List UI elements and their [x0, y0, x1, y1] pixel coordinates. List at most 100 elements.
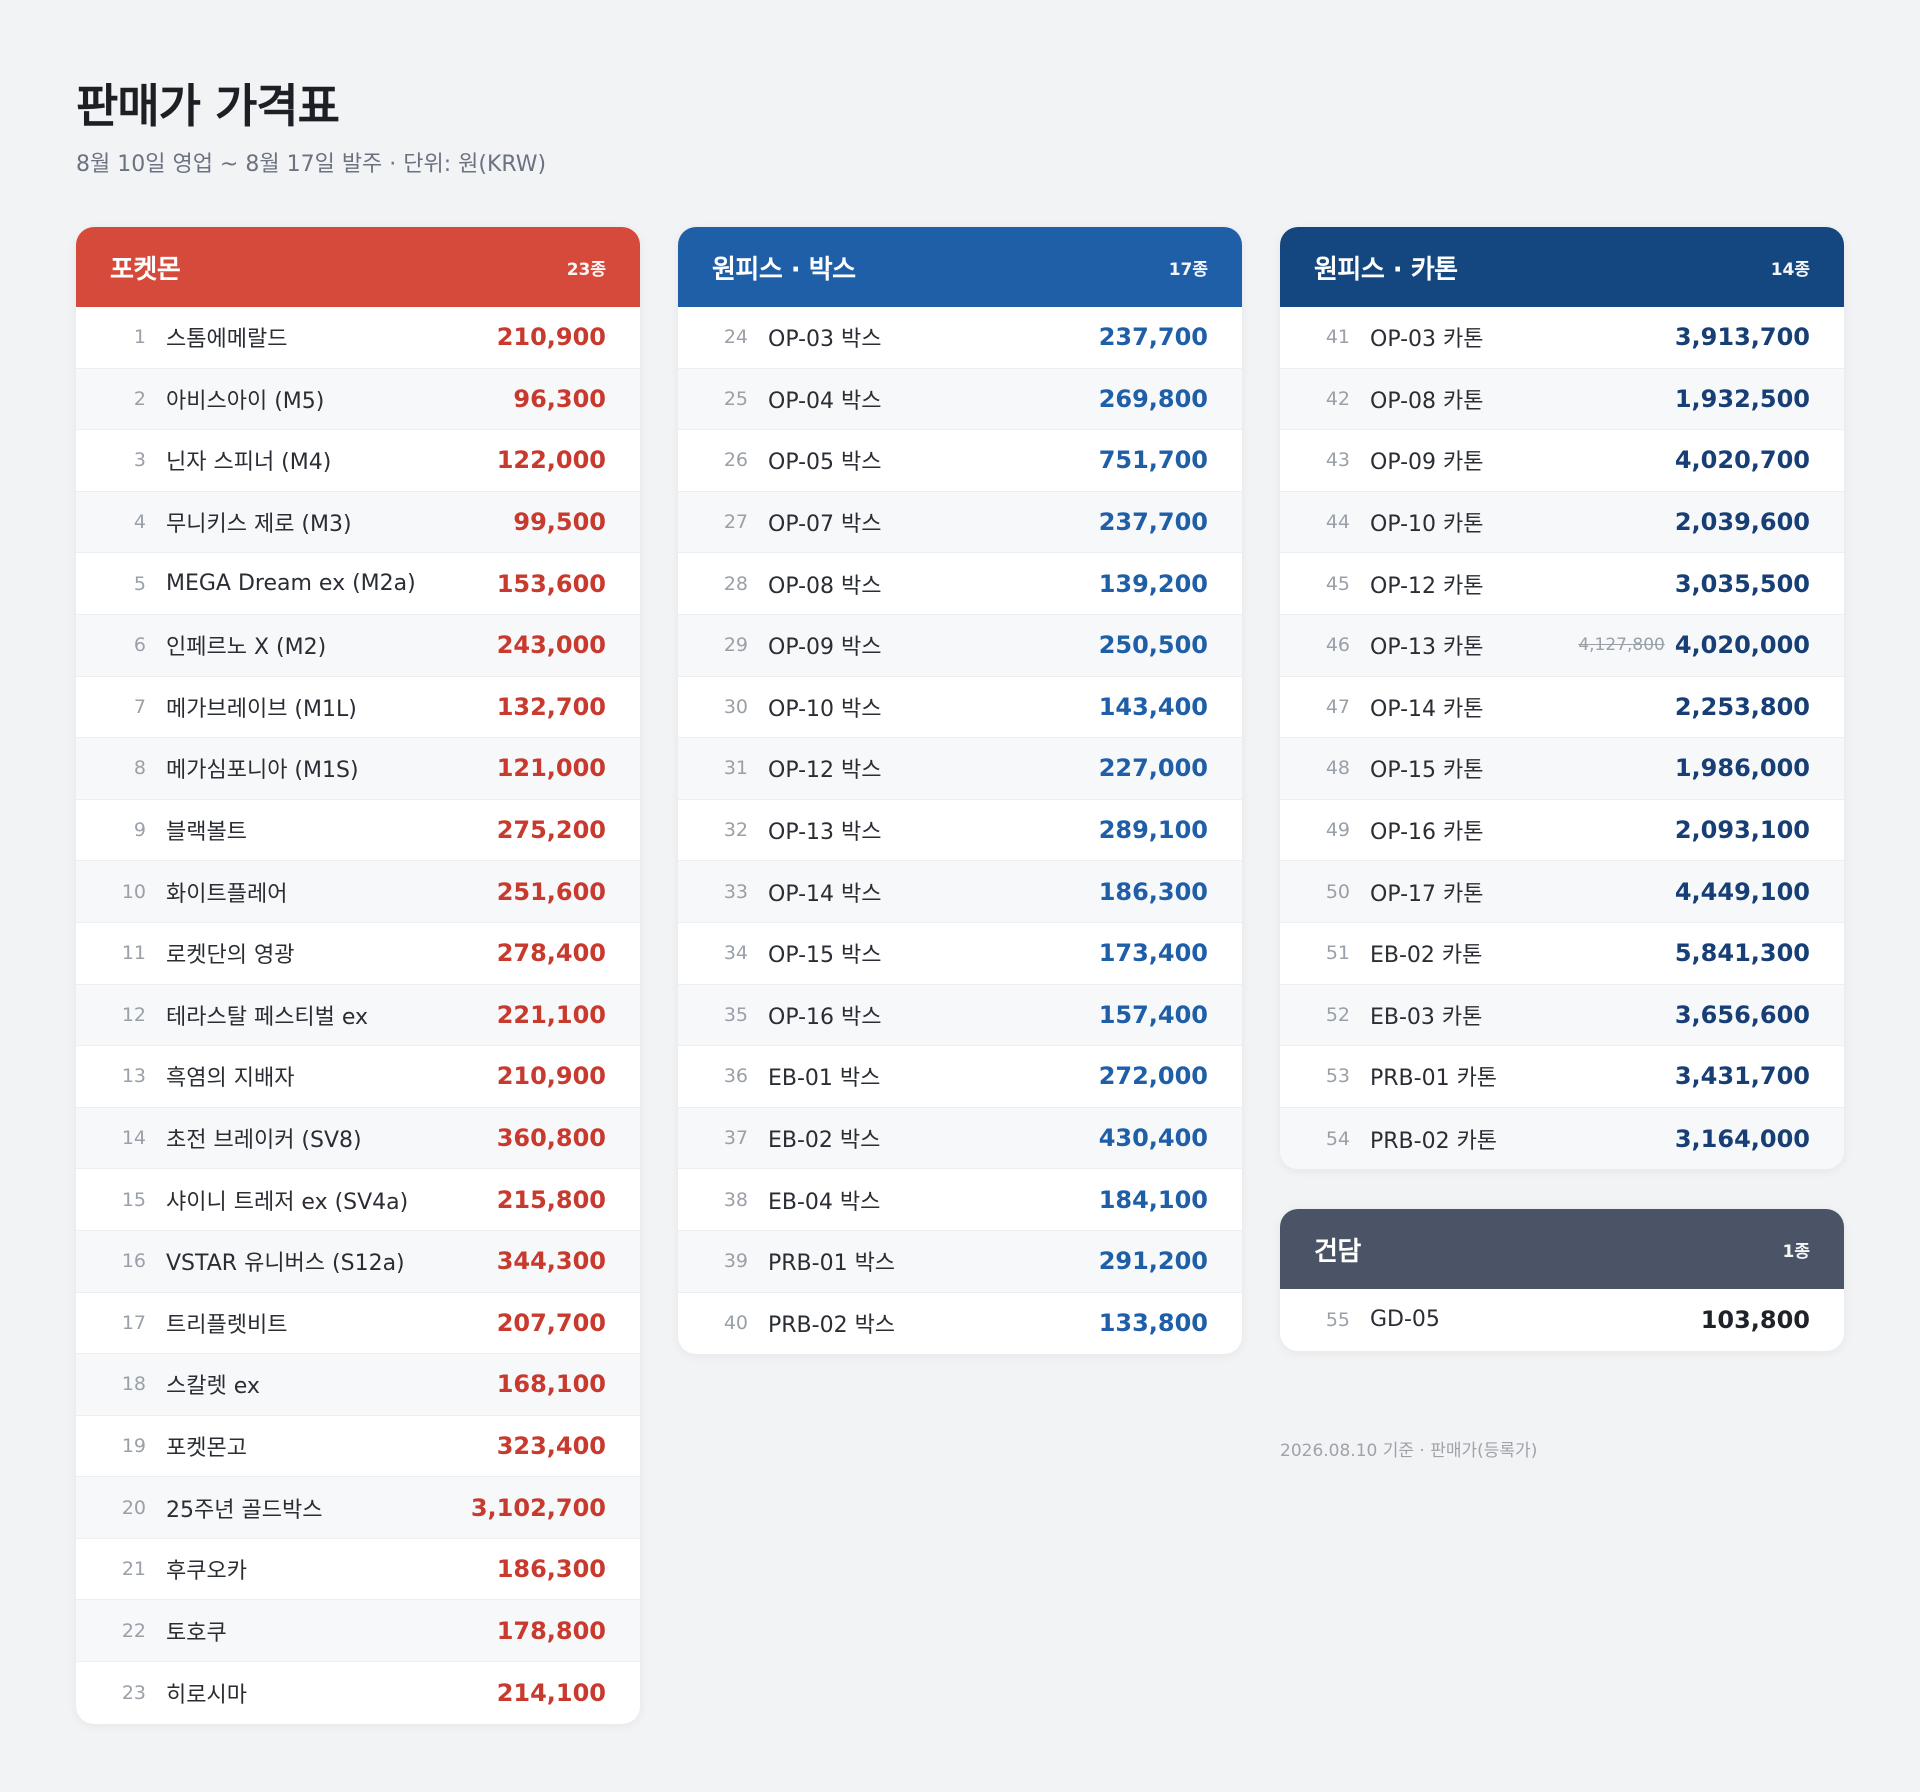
item-name: EB-04 박스: [768, 1189, 881, 1215]
item-price: 3,164,000: [1674, 1124, 1810, 1153]
item-number: 48: [1325, 757, 1350, 780]
item-number: 19: [121, 1434, 146, 1457]
item-number: 52: [1325, 1003, 1350, 1026]
price-row: 1 스톰에메랄드 210,900: [76, 307, 640, 369]
price-row: 44 OP-10 카톤 2,039,600: [1280, 491, 1844, 554]
gundam-card-count: 1종: [1782, 1241, 1810, 1262]
item-name: OP-14 박스: [768, 881, 882, 907]
price-row: 37 EB-02 박스 430,400: [678, 1107, 1242, 1170]
item-number: 7: [133, 695, 146, 718]
item-number: 44: [1325, 511, 1350, 534]
item-number: 45: [1325, 572, 1350, 595]
pokemon-card-title: 포켓몬: [110, 254, 181, 285]
price-row: 22 토호쿠 178,800: [76, 1600, 640, 1663]
item-number: 33: [723, 880, 748, 903]
item-number: 50: [1325, 880, 1350, 903]
price-row: 3 닌자 스피너 (M4) 122,000: [76, 430, 640, 492]
price-row: 26 OP-05 박스 751,700: [678, 430, 1242, 492]
item-price: 210,900: [496, 323, 606, 352]
item-name: 초전 브레이커 (SV8): [166, 1128, 362, 1154]
price-row: 11 로켓단의 영광 278,400: [76, 923, 640, 985]
item-number: 20: [121, 1496, 146, 1519]
item-name: EB-02 카톤: [1370, 943, 1483, 969]
item-price: 3,102,700: [470, 1493, 606, 1522]
item-number: 5: [133, 572, 146, 595]
price-row: 21 후쿠오카 186,300: [76, 1539, 640, 1601]
item-name: 히로시마: [166, 1682, 247, 1708]
item-price: 143,400: [1098, 692, 1208, 721]
price-row: 46 OP-13 카톤 4,127,800 4,020,000: [1280, 614, 1844, 677]
item-number: 46: [1325, 634, 1350, 657]
item-name: 메가브레이브 (M1L): [166, 696, 357, 722]
item-name: PRB-01 카톤: [1370, 1066, 1498, 1092]
item-number: 4: [133, 511, 146, 534]
item-number: 43: [1325, 449, 1350, 472]
item-name: OP-16 카톤: [1370, 820, 1484, 846]
item-number: 54: [1325, 1127, 1350, 1150]
item-price: 250,500: [1098, 631, 1208, 660]
price-row: 18 스칼렛 ex 168,100: [76, 1354, 640, 1416]
item-name: 아비스아이 (M5): [166, 388, 325, 414]
item-number: 13: [121, 1065, 146, 1088]
price-row: 33 OP-14 박스 186,300: [678, 861, 1242, 923]
item-number: 28: [723, 572, 748, 595]
item-number: 49: [1325, 819, 1350, 842]
item-name: PRB-02 카톤: [1370, 1128, 1498, 1154]
item-price: 278,400: [496, 939, 606, 968]
onepiece-carton-card-header: 원피스 · 카톤 14종: [1280, 227, 1844, 307]
price-row: 55 GD-05 103,800: [1280, 1289, 1844, 1351]
item-name: 인페르노 X (M2): [166, 635, 327, 661]
item-name: OP-14 카톤: [1370, 696, 1484, 722]
item-number: 40: [723, 1312, 748, 1335]
item-price: 4,020,700: [1674, 446, 1810, 475]
item-name: 흑염의 지배자: [166, 1066, 295, 1092]
item-price: 344,300: [496, 1247, 606, 1276]
item-number: 15: [121, 1188, 146, 1211]
item-name: EB-02 박스: [768, 1128, 881, 1154]
price-row: 20 25주년 골드박스 3,102,700: [76, 1477, 640, 1539]
item-name: MEGA Dream ex (M2a): [166, 571, 416, 597]
price-row: 31 OP-12 박스 227,000: [678, 738, 1242, 800]
item-price: 221,100: [496, 1000, 606, 1029]
item-name: OP-12 박스: [768, 758, 882, 784]
price-row: 5 MEGA Dream ex (M2a) 153,600: [76, 553, 640, 615]
item-price: 272,000: [1098, 1062, 1208, 1091]
item-price: 207,700: [496, 1308, 606, 1337]
price-row: 53 PRB-01 카톤 3,431,700: [1280, 1046, 1844, 1108]
item-number: 21: [121, 1558, 146, 1581]
price-row: 51 EB-02 카톤 5,841,300: [1280, 923, 1844, 985]
item-price: 214,100: [496, 1678, 606, 1707]
price-row: 43 OP-09 카톤 4,020,700: [1280, 430, 1844, 492]
price-row: 50 OP-17 카톤 4,449,100: [1280, 861, 1844, 923]
item-number: 18: [121, 1373, 146, 1396]
item-name: OP-13 박스: [768, 820, 882, 846]
item-number: 11: [121, 942, 146, 965]
item-name: 25주년 골드박스: [166, 1497, 323, 1523]
item-number: 12: [121, 1003, 146, 1026]
item-number: 51: [1325, 942, 1350, 965]
item-number: 55: [1325, 1308, 1350, 1331]
item-name: 무니키스 제로 (M3): [166, 512, 352, 538]
item-name: OP-10 박스: [768, 696, 882, 722]
price-row: 8 메가심포니아 (M1S) 121,000: [76, 738, 640, 800]
item-number: 22: [121, 1619, 146, 1642]
onepiece-box-card-count: 17종: [1168, 259, 1208, 280]
item-number: 29: [723, 634, 748, 657]
item-number: 14: [121, 1127, 146, 1150]
item-number: 39: [723, 1250, 748, 1273]
item-price: 3,035,500: [1674, 569, 1810, 598]
item-number: 35: [723, 1003, 748, 1026]
price-row: 41 OP-03 카톤 3,913,700: [1280, 307, 1844, 369]
item-name: OP-07 박스: [768, 512, 882, 538]
item-name: 화이트플레어: [166, 881, 288, 907]
onepiece-box-item-list: 24 OP-03 박스 237,700 25 OP-04 박스 269,800 26 OP-0…: [678, 307, 1242, 1354]
item-name: OP-08 카톤: [1370, 388, 1484, 414]
item-number: 6: [133, 634, 146, 657]
onepiece-box-price-card: 원피스 · 박스 17종 24 OP-03 박스 237,700 25 OP-04 박스…: [678, 227, 1242, 1355]
item-name: 로켓단의 영광: [166, 943, 295, 969]
item-number: 31: [723, 757, 748, 780]
page-subtitle: 8월 10일 영업 ~ 8월 17일 발주 · 단위: 원(KRW): [76, 152, 547, 177]
item-name: OP-03 박스: [768, 327, 882, 353]
onepiece-carton-card-count: 14종: [1770, 259, 1810, 280]
gundam-card-header: 건담 1종: [1280, 1209, 1844, 1289]
